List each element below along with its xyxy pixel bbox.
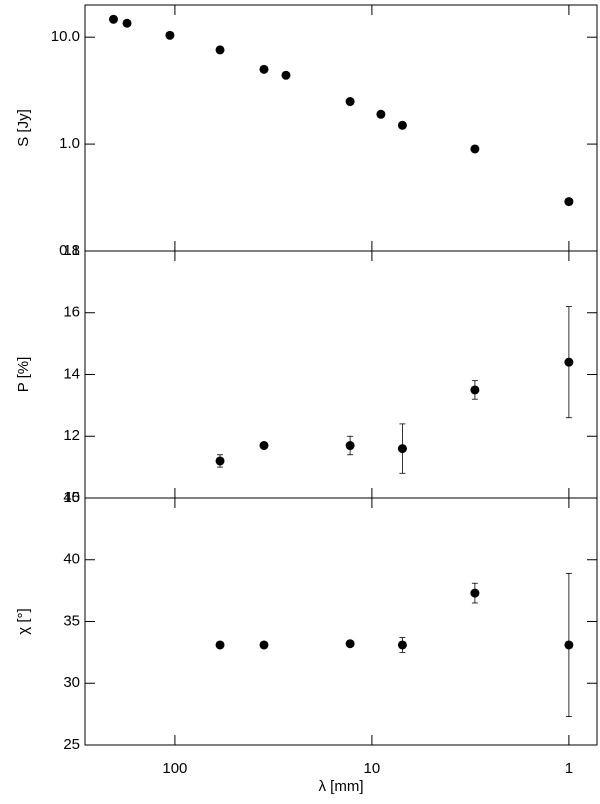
y-tick-label: 35 [63,612,80,629]
y-tick-label: 45 [63,489,80,506]
data-point [397,444,407,454]
data-point [345,441,355,451]
x-tick-label: 10 [364,760,381,777]
y-tick-label: 25 [63,736,80,753]
data-point [259,64,269,74]
data-point [376,109,386,119]
x-tick-label: 100 [162,760,187,777]
data-point [122,18,132,28]
y-tick-label: 30 [63,674,80,691]
data-point [564,197,574,207]
data-point [397,640,407,650]
data-point [215,456,225,466]
y-tick-label: 12 [63,427,80,444]
data-point [259,441,269,451]
data-point [470,144,480,154]
x-axis-label: λ [mm] [319,778,364,795]
y-tick-label: 0.1 [59,242,80,259]
y-tick-label: 14 [63,365,80,382]
y-axis-label: χ [°] [15,608,32,634]
y-tick-label: 10.0 [51,28,80,45]
panel-frame [84,250,598,499]
data-point [259,640,269,650]
data-point [345,639,355,649]
data-point [165,30,175,40]
data-point [345,97,355,107]
y-axis-label: S [Jy] [15,109,32,147]
data-point [470,385,480,395]
y-tick-label: 18 [63,242,80,259]
panel-frame [84,4,598,252]
data-point [564,357,574,367]
y-axis-label: P [%] [15,357,32,393]
data-point [564,640,574,650]
data-point [215,640,225,650]
y-tick-label: 16 [63,304,80,321]
y-tick-label: 10 [63,489,80,506]
data-point [281,70,291,80]
x-tick-label: 1 [565,760,573,777]
data-point [397,120,407,130]
panel-frame [84,497,598,746]
data-point [470,588,480,598]
y-tick-label: 40 [63,551,80,568]
data-point [108,14,118,24]
data-point [215,45,225,55]
y-tick-label: 1.0 [59,135,80,152]
